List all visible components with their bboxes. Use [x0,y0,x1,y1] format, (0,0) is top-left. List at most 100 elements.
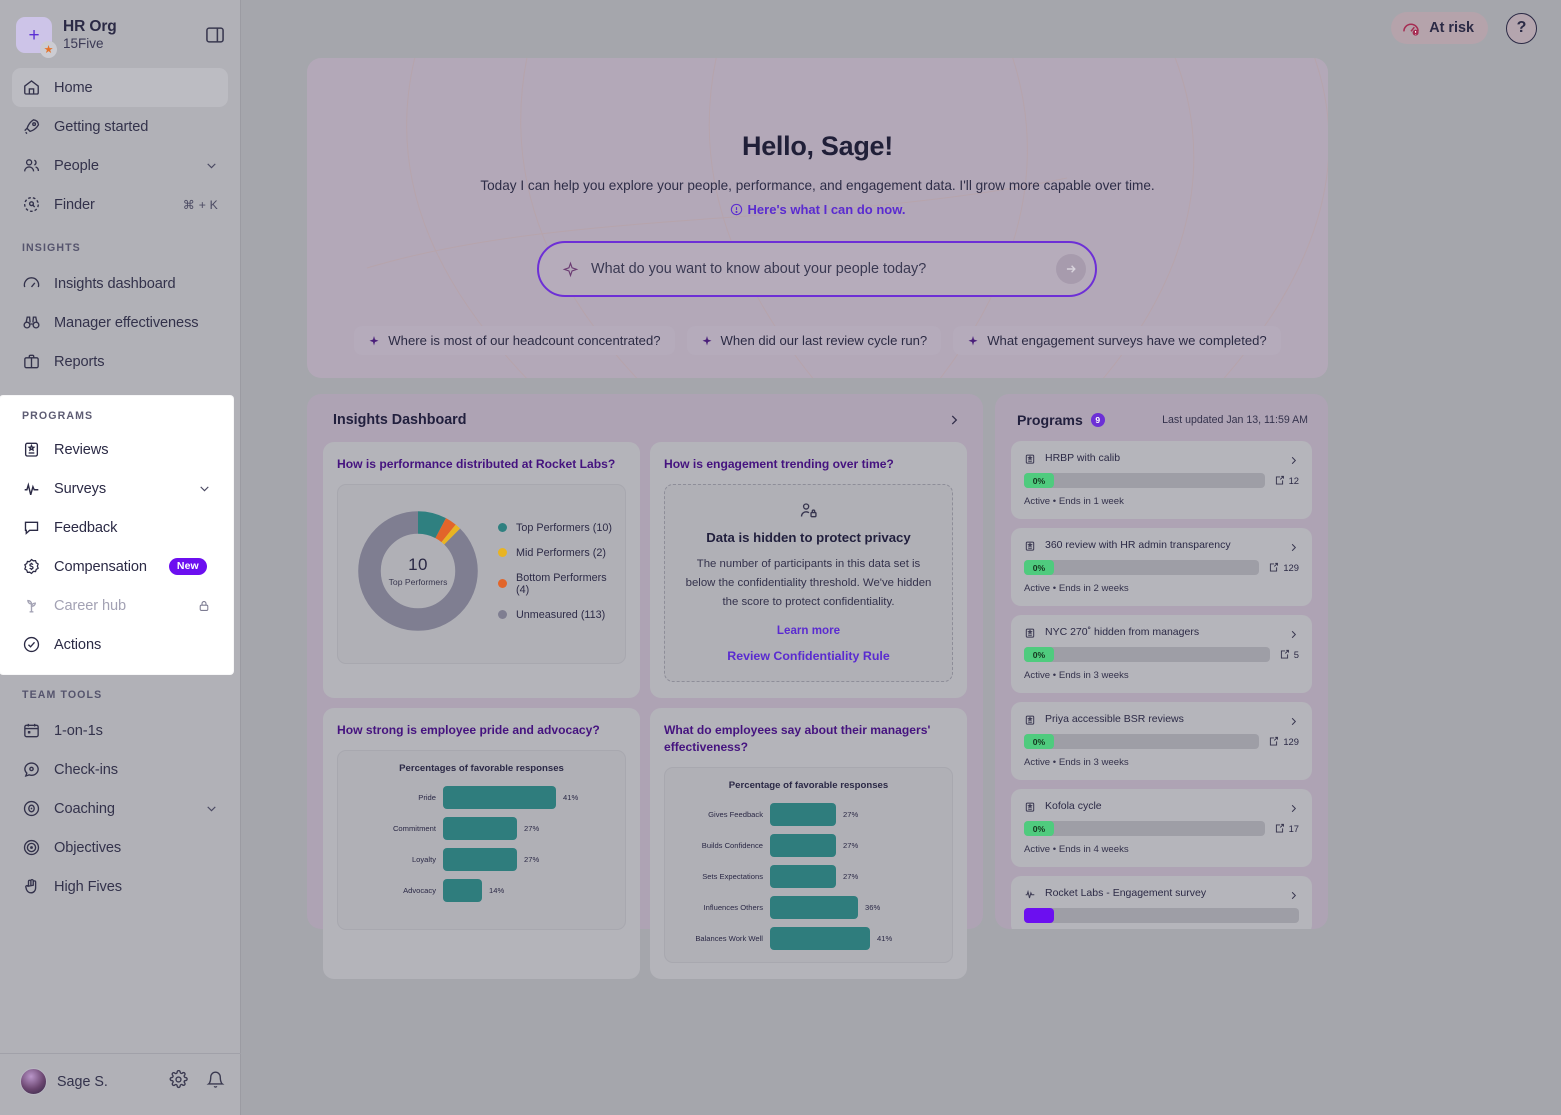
program-participants: 129 [1268,562,1299,573]
program-name: Priya accessible BSR reviews [1045,713,1184,725]
suggestion-chip[interactable]: When did our last review cycle run? [686,326,942,355]
sparkle-icon [701,335,713,347]
org-names: HR Org 15Five [63,17,117,53]
program-status: Active • Ends in 2 weeks [1024,583,1129,594]
sidebar-item-reports[interactable]: Reports [12,342,228,381]
sidebar-insights-nav: Insights dashboard Manager effectiveness… [0,262,240,381]
chevron-right-icon[interactable] [1288,627,1299,638]
bar-row: Pride 41% [354,786,609,810]
legend-item: Bottom Performers (4) [498,572,613,596]
learn-more-link[interactable]: Learn more [776,624,841,638]
lock-icon [197,599,211,613]
chevron-right-icon[interactable] [1288,453,1299,464]
program-card-header: HRBP with calib [1024,452,1299,464]
chevron-right-icon[interactable] [1288,801,1299,812]
legend-swatch [498,610,507,619]
participants-icon [1274,475,1285,486]
program-card[interactable]: Kofola cycle 0% 17 Active • Ends in 4 weeks [1011,789,1312,867]
sidebar-item-check-ins[interactable]: Check-ins [12,750,228,789]
program-card[interactable]: 360 review with HR admin transparency 0% 1… [1011,528,1312,606]
chevron-right-icon[interactable] [947,413,961,427]
suggestion-chip[interactable]: Where is most of our headcount concentra… [354,326,675,355]
sidebar-user-name: Sage S. [57,1073,108,1090]
sidebar-item-label: Actions [54,636,102,653]
sidebar-item-manager-effectiveness[interactable]: Manager effectiveness [12,303,228,342]
sidebar-item-home[interactable]: Home [12,68,228,108]
sidebar-item-finder[interactable]: Finder ⌘ + K [12,185,228,224]
sidebar-item-reviews[interactable]: Reviews [12,430,221,469]
program-card[interactable]: NYC 270˚ hidden from managers 0% 5 Active •… [1011,615,1312,693]
bar-chart-managers: Gives Feedback 27% Builds Confidence 27% Set… [677,803,940,951]
at-risk-badge[interactable]: At risk [1391,12,1488,44]
reports-icon [22,352,41,371]
program-name: Kofola cycle [1045,800,1102,812]
program-progress: 0% 12 [1024,473,1299,488]
sidebar-item-coaching[interactable]: Coaching [12,789,228,828]
hero-card: Hello, Sage! Today I can help you explor… [307,58,1328,378]
sidebar-section-programs: PROGRAMS [22,410,94,422]
binoculars-icon [22,313,41,332]
review-icon [1024,713,1036,725]
chevron-right-icon[interactable] [1288,888,1299,899]
arrow-right-icon [1066,265,1076,273]
sidebar-item-compensation[interactable]: Compensation New [12,547,221,586]
sidebar-item-surveys[interactable]: Surveys [12,469,221,508]
org-switcher[interactable]: + ★ HR Org 15Five [0,0,240,66]
program-card-header: NYC 270˚ hidden from managers [1024,626,1299,638]
insight-card-performance: How is performance distributed at Rocket… [323,442,640,699]
sidebar-item-label: Manager effectiveness [54,314,199,331]
programs-panel: Programs 9 Last updated Jan 13, 11:59 AM… [995,394,1328,929]
progress-track: 0% [1024,734,1260,749]
chevron-down-icon[interactable] [198,482,211,495]
sidebar-item-label: 1-on-1s [54,722,103,739]
help-icon[interactable]: ? [1506,12,1537,44]
bar-value-label: 36% [865,903,881,913]
sidebar-footer-icons [169,1069,225,1094]
chart-subtitle: Percentage of favorable responses [728,780,889,792]
program-card-header: 360 review with HR admin transparency [1024,539,1299,551]
suggestion-chip[interactable]: What engagement surveys have we complete… [953,326,1281,355]
sidebar-item-insights-dashboard[interactable]: Insights dashboard [12,264,228,303]
participants-icon [1268,736,1279,747]
chevron-right-icon[interactable] [1288,540,1299,551]
search-input[interactable] [579,261,1056,277]
panel-toggle-icon[interactable] [204,24,226,46]
legend-swatch [498,523,507,532]
insight-question: How is performance distributed at Rocket… [337,457,616,471]
bell-icon[interactable] [206,1070,225,1094]
bar-category-label: Sets Expectations [702,872,763,882]
privacy-text: The number of participants in this data … [685,558,932,608]
sidebar-item-feedback[interactable]: Feedback [12,508,221,547]
review-confidentiality-rule-link[interactable]: Review Confidentiality Rule [727,649,890,664]
sidebar-item-actions[interactable]: Actions [12,625,221,664]
capabilities-link[interactable]: Here's what I can do now. [730,202,905,217]
high-five-icon [22,877,41,896]
sparkle-icon [967,335,979,347]
program-card[interactable]: Rocket Labs - Engagement survey [1011,876,1312,929]
ai-search-box[interactable] [537,241,1097,297]
chevron-down-icon[interactable] [205,802,218,815]
programs-count-badge: 9 [1090,413,1105,427]
participants-icon [1279,649,1290,660]
insights-panel-header[interactable]: Insights Dashboard [323,410,967,442]
sidebar-item-people[interactable]: People [12,146,228,185]
sidebar-item-1-on-1s[interactable]: 1-on-1s [12,711,228,750]
sparkle-icon [562,261,579,278]
sidebar-item-label: Career hub [54,597,127,614]
sidebar-item-getting-started[interactable]: Getting started [12,107,228,146]
career-icon [22,596,41,615]
chevron-down-icon[interactable] [205,159,218,172]
program-card[interactable]: HRBP with calib 0% 12 Active • Ends in 1 we… [1011,441,1312,519]
avatar[interactable] [20,1068,47,1095]
sidebar-item-high-fives[interactable]: High Fives [12,867,228,906]
at-risk-label: At risk [1429,20,1474,36]
gear-icon[interactable] [169,1069,188,1094]
send-button[interactable] [1056,254,1086,284]
topbar: At risk ? [1391,12,1537,44]
sidebar-item-objectives[interactable]: Objectives [12,828,228,867]
sidebar-item-career-hub[interactable]: Career hub [12,586,221,625]
suggestion-chip-label: When did our last review cycle run? [720,333,928,348]
chevron-right-icon[interactable] [1288,714,1299,725]
program-card[interactable]: Priya accessible BSR reviews 0% 129 Active … [1011,702,1312,780]
review-icon [1024,452,1036,464]
